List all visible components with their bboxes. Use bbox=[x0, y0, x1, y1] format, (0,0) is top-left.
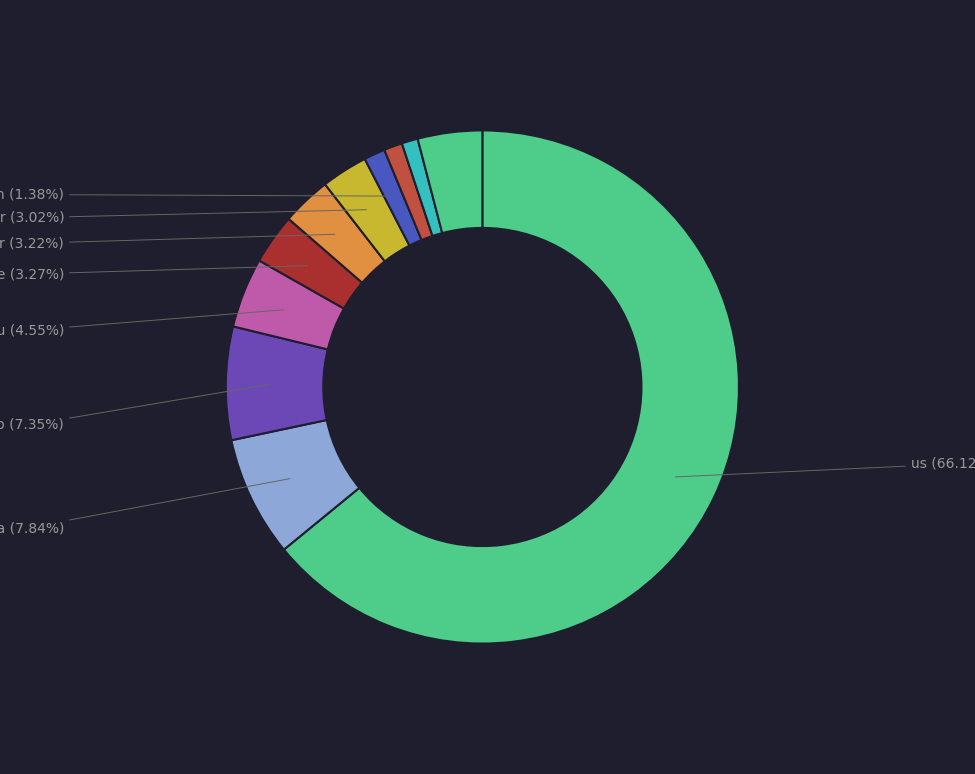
Text: ca (7.84%): ca (7.84%) bbox=[0, 478, 290, 535]
Wedge shape bbox=[226, 327, 328, 440]
Text: gb (7.35%): gb (7.35%) bbox=[0, 385, 269, 433]
Text: de (3.27%): de (3.27%) bbox=[0, 265, 308, 281]
Text: ph (1.38%): ph (1.38%) bbox=[0, 187, 391, 201]
Wedge shape bbox=[325, 159, 410, 262]
Wedge shape bbox=[233, 261, 344, 349]
Text: fr (3.22%): fr (3.22%) bbox=[0, 235, 335, 250]
Text: au (4.55%): au (4.55%) bbox=[0, 310, 284, 337]
Wedge shape bbox=[231, 420, 360, 550]
Wedge shape bbox=[284, 131, 739, 643]
Wedge shape bbox=[384, 143, 433, 240]
Text: ir (3.02%): ir (3.02%) bbox=[0, 210, 367, 224]
Wedge shape bbox=[365, 150, 421, 245]
Wedge shape bbox=[417, 131, 483, 233]
Wedge shape bbox=[259, 219, 363, 309]
Wedge shape bbox=[402, 139, 443, 236]
Text: us (66.12%): us (66.12%) bbox=[676, 457, 975, 477]
Wedge shape bbox=[289, 184, 385, 283]
